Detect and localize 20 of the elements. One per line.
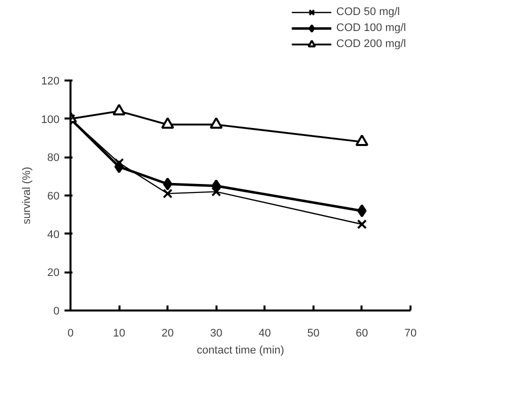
x-tick-label: 10 <box>112 328 126 340</box>
x-tick-label: 40 <box>258 328 271 340</box>
y-tick-label: 0 <box>53 306 60 318</box>
y-tick-label: 40 <box>47 228 60 241</box>
y-tick-label: 120 <box>41 76 60 88</box>
x-tick-label: 70 <box>404 328 417 340</box>
legend-label: COD 100 mg/l <box>336 21 406 36</box>
x-tick-label: 30 <box>210 328 222 340</box>
x-tick-label: 50 <box>307 328 320 340</box>
x-axis-title: contact time (min) <box>196 344 284 356</box>
y-tick-label: 80 <box>47 152 60 164</box>
y-tick-label: 100 <box>41 114 60 126</box>
legend-label: COD 200 mg/l <box>336 37 406 52</box>
x-tick-label: 0 <box>67 328 74 340</box>
x-tick-label: 20 <box>162 328 174 340</box>
legend-label: COD 50 mg/l <box>336 5 400 20</box>
y-axis-title: survival (%) <box>21 166 34 224</box>
y-tick-label: 20 <box>47 267 60 280</box>
y-tick-label: 60 <box>47 190 60 202</box>
x-tick-label: 60 <box>356 328 368 340</box>
